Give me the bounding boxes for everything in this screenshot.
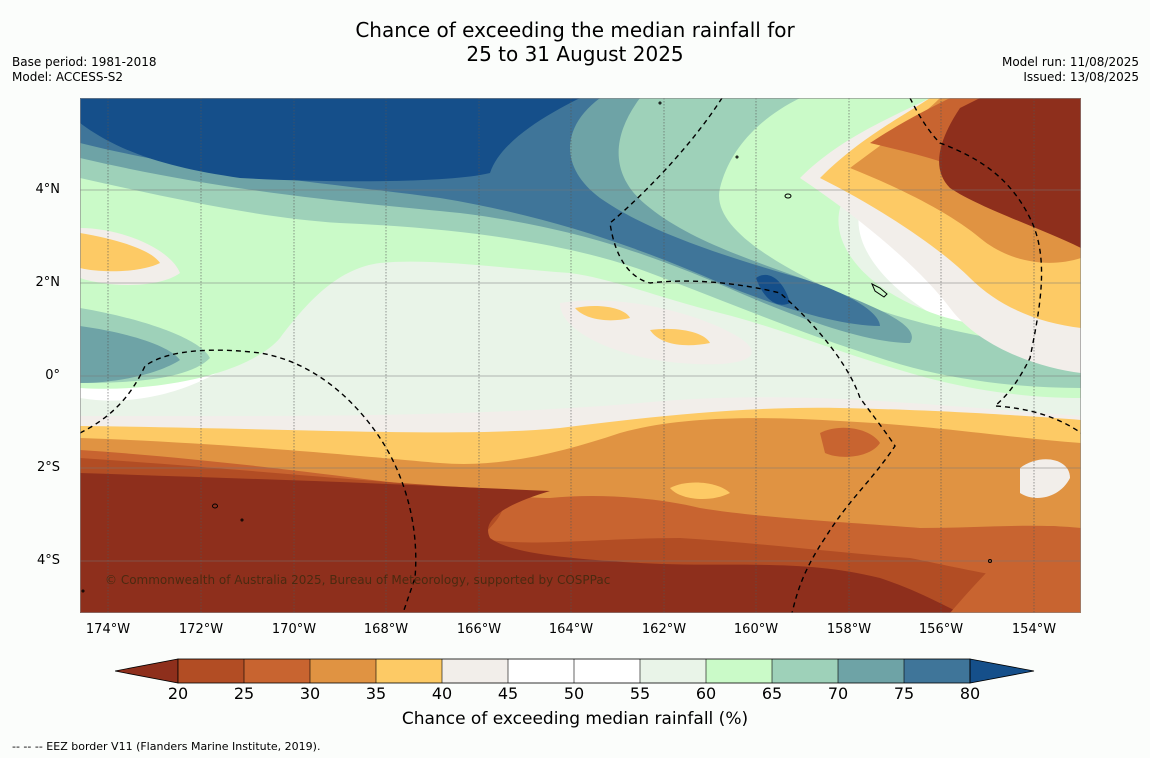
lon-label-162w: 162°W bbox=[641, 622, 687, 637]
colorbar-bin-30-35 bbox=[310, 659, 376, 683]
meta-left: Base period: 1981-2018 Model: ACCESS-S2 bbox=[12, 55, 157, 85]
colorbar-tick-75: 75 bbox=[893, 684, 915, 703]
colorbar-tick-70: 70 bbox=[827, 684, 849, 703]
band-over-80 bbox=[80, 98, 790, 305]
issued-date: Issued: 13/08/2025 bbox=[1023, 70, 1139, 84]
rainfall-map bbox=[80, 98, 1081, 613]
map-title: Chance of exceeding the median rainfall … bbox=[0, 18, 1150, 66]
dry-patch-mid-core-1 bbox=[575, 306, 630, 321]
lon-label-160w: 160°W bbox=[733, 622, 779, 637]
colorbar-bin-25-30 bbox=[244, 659, 310, 683]
colorbar-tick-25: 25 bbox=[233, 684, 255, 703]
dry-patch-west-core bbox=[80, 233, 160, 272]
lon-label-158w: 158°W bbox=[826, 622, 872, 637]
colorbar-tick-20: 20 bbox=[167, 684, 189, 703]
meta-right: Model run: 11/08/2025 Issued: 13/08/2025 bbox=[1002, 55, 1139, 85]
colorbar-tick-50: 50 bbox=[563, 684, 585, 703]
copyright-notice: © Commonwealth of Australia 2025, Bureau… bbox=[105, 573, 611, 587]
colorbar-bin-20-25 bbox=[178, 659, 244, 683]
colorbar-bin-70-75 bbox=[838, 659, 904, 683]
lon-label-166w: 166°W bbox=[456, 622, 502, 637]
lat-label-4n: 4°N bbox=[35, 182, 61, 197]
colorbar-tick-80: 80 bbox=[959, 684, 981, 703]
model-name: Model: ACCESS-S2 bbox=[12, 70, 124, 84]
lat-label-0: 0° bbox=[45, 368, 60, 383]
colorbar-tick-60: 60 bbox=[695, 684, 717, 703]
meridian-grid bbox=[107, 98, 1035, 613]
colorbar-bin-40-45 bbox=[442, 659, 508, 683]
colorbar-svg bbox=[114, 658, 1035, 684]
colorbar-bin-75-80 bbox=[904, 659, 970, 683]
model-run: Model run: 11/08/2025 bbox=[1001, 55, 1139, 69]
colorbar-tick-55: 55 bbox=[629, 684, 651, 703]
colorbar bbox=[114, 658, 1035, 684]
lon-label-156w: 156°W bbox=[918, 622, 964, 637]
lon-label-174w: 174°W bbox=[85, 622, 131, 637]
colorbar-tick-30: 30 bbox=[299, 684, 321, 703]
lon-label-170w: 170°W bbox=[271, 622, 317, 637]
lon-label-168w: 168°W bbox=[363, 622, 409, 637]
colorbar-tick-45: 45 bbox=[497, 684, 519, 703]
colorbar-under-arrow bbox=[114, 658, 179, 684]
islands bbox=[81, 101, 992, 593]
south-patch-grey bbox=[1020, 459, 1070, 498]
title-line-1: Chance of exceeding the median rainfall … bbox=[355, 18, 795, 42]
colorbar-tick-35: 35 bbox=[365, 684, 387, 703]
colorbar-over-arrow bbox=[969, 658, 1035, 684]
dry-patch-mid-core-2 bbox=[650, 328, 710, 346]
base-period: Base period: 1981-2018 bbox=[12, 55, 157, 69]
colorbar-bin-55-60 bbox=[640, 659, 706, 683]
ne-dry-under-20 bbox=[939, 98, 1081, 248]
colorbar-bin-60-65 bbox=[706, 659, 772, 683]
parallel-grid bbox=[80, 189, 1081, 562]
lat-label-2n: 2°N bbox=[35, 275, 61, 290]
title-line-2: 25 to 31 August 2025 bbox=[466, 42, 684, 66]
lat-label-4s: 4°S bbox=[36, 553, 60, 568]
eez-footnote: -- -- -- EEZ border V11 (Flanders Marine… bbox=[12, 740, 321, 753]
colorbar-tick-65: 65 bbox=[761, 684, 783, 703]
colorbar-label: Chance of exceeding median rainfall (%) bbox=[401, 709, 749, 729]
colorbar-tick-40: 40 bbox=[431, 684, 453, 703]
colorbar-bin-45-50 bbox=[508, 659, 574, 683]
south-patch-light bbox=[670, 482, 730, 500]
lon-label-164w: 164°W bbox=[548, 622, 594, 637]
lon-label-172w: 172°W bbox=[178, 622, 224, 637]
colorbar-bin-65-70 bbox=[772, 659, 838, 683]
colorbar-bin-50-55 bbox=[574, 659, 640, 683]
colorbar-bin-35-40 bbox=[376, 659, 442, 683]
south-patch-dark bbox=[820, 427, 880, 457]
lon-label-154w: 154°W bbox=[1011, 622, 1057, 637]
map-svg bbox=[80, 98, 1081, 613]
south-patch-east bbox=[950, 526, 1081, 613]
south-dry-under-20 bbox=[80, 473, 960, 613]
lat-label-2s: 2°S bbox=[36, 460, 60, 475]
eez-borders bbox=[80, 98, 1081, 613]
